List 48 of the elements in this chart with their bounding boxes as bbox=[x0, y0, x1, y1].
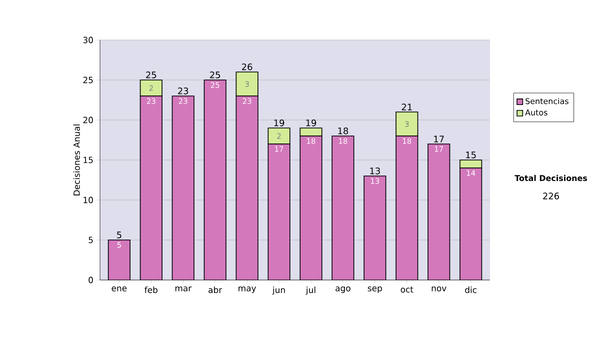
bar bbox=[428, 144, 450, 280]
total-label: 25 bbox=[146, 72, 156, 78]
bar bbox=[300, 136, 322, 280]
total-label: 19 bbox=[306, 120, 316, 126]
bar bbox=[140, 96, 162, 280]
y-tick-label: 25 bbox=[83, 76, 93, 84]
total-label: 19 bbox=[274, 120, 284, 126]
total-label: 26 bbox=[242, 64, 252, 70]
x-tick-label: feb bbox=[144, 286, 158, 294]
bar bbox=[172, 96, 194, 280]
x-tick-label: oct bbox=[400, 286, 414, 293]
y-tick-label: 30 bbox=[83, 36, 93, 44]
bar bbox=[396, 136, 418, 280]
bar bbox=[396, 112, 418, 136]
total-label: 17 bbox=[434, 136, 444, 142]
bar bbox=[268, 144, 290, 280]
y-tick-label: 0 bbox=[88, 276, 93, 284]
bar bbox=[300, 128, 322, 136]
x-tick-label: may bbox=[238, 286, 256, 294]
x-tick-label: ene bbox=[112, 286, 127, 292]
bar bbox=[364, 176, 386, 280]
total-label: 25 bbox=[210, 72, 220, 78]
y-tick-label: 10 bbox=[84, 196, 93, 204]
x-tick-label: sep bbox=[368, 286, 382, 294]
bar bbox=[236, 96, 258, 280]
bar bbox=[460, 168, 482, 280]
total-label: 21 bbox=[402, 104, 412, 110]
y-tick-label: 20 bbox=[83, 116, 93, 124]
x-tick-label: nov bbox=[432, 286, 446, 292]
total-label: 23 bbox=[178, 88, 188, 94]
total-label: 18 bbox=[338, 128, 348, 134]
bar bbox=[332, 136, 354, 280]
total-label: 15 bbox=[466, 152, 476, 158]
text: 226 bbox=[543, 192, 559, 200]
total-label: 5 bbox=[117, 232, 122, 238]
x-tick-label: jul bbox=[306, 286, 316, 295]
total-label: 13 bbox=[370, 168, 380, 174]
x-tick-label: ago bbox=[336, 286, 350, 294]
y-axis-title: Decisiones Anual bbox=[73, 124, 80, 196]
x-tick-label: abr bbox=[208, 286, 222, 294]
x-tick-label: jun bbox=[272, 286, 285, 295]
bar bbox=[268, 128, 290, 144]
x-tick-label: dic bbox=[465, 286, 476, 294]
x-tick-label: mar bbox=[175, 286, 192, 292]
bar bbox=[108, 240, 130, 280]
y-tick-label: 5 bbox=[88, 236, 93, 244]
bar bbox=[204, 80, 226, 280]
y-tick-label: 15 bbox=[84, 156, 93, 164]
